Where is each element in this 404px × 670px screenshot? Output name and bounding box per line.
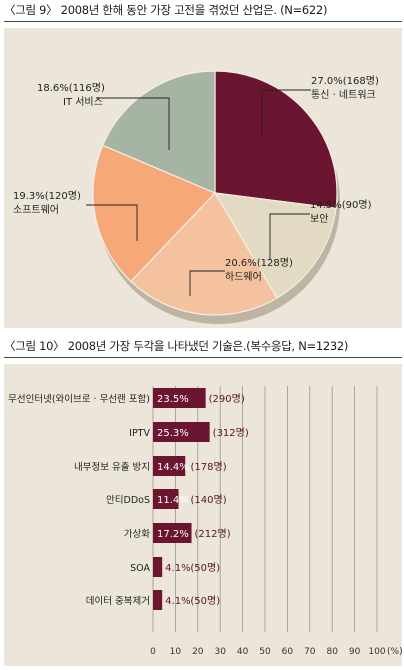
bar-x-unit: (%) xyxy=(387,647,403,657)
pie-value-label-0: 27.0%(168명) xyxy=(311,75,379,87)
bar-count-label-0: (290명) xyxy=(209,393,245,405)
bar-6 xyxy=(153,590,163,610)
bar-x-tick-3: 30 xyxy=(214,647,226,657)
pie-slice-1 xyxy=(213,192,337,299)
pie-chart-title: 〈그림 9〉 2008년 한해 동안 가장 고전을 겪었던 산업은. (N=62… xyxy=(4,3,328,17)
pie-leader-1 xyxy=(269,213,310,260)
bar-2 xyxy=(153,456,186,476)
bar-count-label-3: (140명) xyxy=(191,494,227,506)
bar-value-label-3: 11.4% xyxy=(157,495,189,506)
pie-category-label-0: 통신 · 네트워크 xyxy=(311,88,376,101)
bar-category-label-1: IPTV xyxy=(129,428,150,439)
pie-chart-panel: 27.0%(168명) 통신 · 네트워크 14.5%(90명) 보안 20.6%(12… xyxy=(4,28,402,328)
bar-1 xyxy=(153,422,210,442)
pie-leader-3 xyxy=(86,204,138,241)
bar-count-label-2: (178명) xyxy=(191,461,227,473)
bar-3 xyxy=(153,489,179,509)
bar-x-tick-10: 100 xyxy=(368,647,385,657)
pie-slice-4 xyxy=(101,70,216,194)
pie-category-label-1: 보안 xyxy=(310,213,328,225)
bar-0 xyxy=(153,388,206,408)
bar-category-label-0: 무선인터넷(와이브로 · 무선랜 포함) xyxy=(8,393,150,405)
bar-value-label-6: 4.1% xyxy=(165,596,190,607)
bar-x-tick-1: 10 xyxy=(170,647,182,657)
pie-category-label-2: 하드웨어 xyxy=(225,270,262,283)
bar-chart: 0 10 20 30 40 50 60 70 80 90 100 (%) 무선인터넷(와이브로 · 무선… xyxy=(8,386,403,657)
bar-chart-title: 〈그림 10〉 2008년 가장 두각을 나타냈던 기술은.(복수응답, N=1… xyxy=(4,339,349,353)
bar-category-label-6: 데이터 중복제거 xyxy=(86,596,150,607)
bar-title-rule xyxy=(4,357,402,358)
bar-value-label-0: 23.5% xyxy=(157,394,189,405)
bar-value-label-5: 4.1% xyxy=(165,563,190,574)
bar-x-tick-2: 20 xyxy=(192,647,204,657)
pie-category-label-4: IT 서비스 xyxy=(63,96,103,108)
pie-slice-2 xyxy=(130,192,278,316)
bar-category-label-2: 내부정보 유출 방지 xyxy=(74,462,150,473)
bar-value-label-1: 25.3% xyxy=(157,428,189,439)
bar-x-tick-8: 80 xyxy=(326,647,338,657)
pie-title-rule xyxy=(4,21,402,22)
bar-x-tick-0: 0 xyxy=(150,647,156,657)
bar-count-label-5: (50명) xyxy=(190,562,220,574)
pie-leader-0 xyxy=(261,89,311,136)
bar-value-label-2: 14.4% xyxy=(157,462,189,473)
bar-x-tick-9: 90 xyxy=(349,647,361,657)
pie-slice-0 xyxy=(214,70,338,209)
bar-chart-panel: 0 10 20 30 40 50 60 70 80 90 100 (%) 무선인터넷(와이브로 · 무선… xyxy=(4,364,403,666)
bar-category-label-5: SOA xyxy=(130,563,150,574)
bar-value-label-4: 17.2% xyxy=(157,529,189,540)
bar-5 xyxy=(153,557,163,577)
bar-count-label-6: (50명) xyxy=(190,595,220,607)
bar-x-tick-5: 50 xyxy=(259,647,271,657)
bar-x-tick-4: 40 xyxy=(237,647,249,657)
pie-value-label-2: 20.6%(128명) xyxy=(225,257,293,269)
pie-value-label-4: 18.6%(116명) xyxy=(37,82,105,94)
pie-leader-2 xyxy=(189,270,225,296)
pie-slice-3 xyxy=(92,144,217,283)
pie-category-label-3: 소프트웨어 xyxy=(13,204,59,216)
bar-count-label-1: (312명) xyxy=(213,427,249,439)
bar-category-label-4: 가상화 xyxy=(124,529,150,540)
pie-value-label-1: 14.5%(90명) xyxy=(310,199,372,211)
pie-leader-4 xyxy=(96,97,170,150)
pie-value-label-3: 19.3%(120명) xyxy=(13,190,81,202)
bar-x-tick-6: 60 xyxy=(282,647,294,657)
pie-chart: 27.0%(168명)통신 · 네트워크 14.5%(90명) 보안 20.6%(12… xyxy=(13,70,379,324)
bar-4 xyxy=(153,523,192,543)
bar-category-label-3: 안티DDoS xyxy=(106,495,150,506)
bar-count-label-4: (212명) xyxy=(195,528,231,540)
bar-x-tick-7: 70 xyxy=(304,647,316,657)
